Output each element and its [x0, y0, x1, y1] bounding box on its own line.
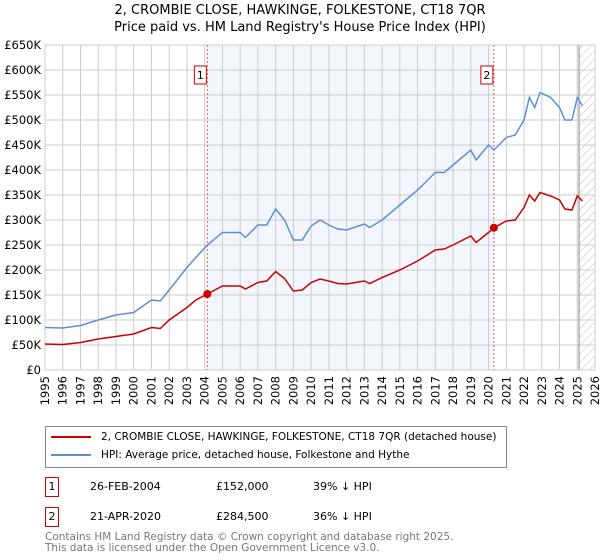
transaction-price: £284,500: [216, 510, 269, 523]
shaded-period: [207, 45, 494, 370]
x-tick-label: 2025: [570, 376, 584, 405]
x-tick-label: 2012: [340, 376, 354, 405]
transaction-row: 1 26-FEB-2004 £152,000 39% ↓ HPI: [45, 477, 445, 497]
chart-title: 2, CROMBIE CLOSE, HAWKINGE, FOLKESTONE, …: [114, 3, 486, 18]
x-tick-label: 2010: [304, 376, 318, 405]
marker-label: 1: [197, 69, 204, 82]
y-tick-label: £600K: [4, 63, 41, 77]
x-tick-label: 2016: [411, 376, 425, 405]
y-tick-label: £50K: [12, 338, 42, 352]
marker-label: 2: [483, 69, 490, 82]
legend-item-hpi: HPI: Average price, detached house, Folk…: [51, 449, 409, 461]
transaction-badge: 2: [45, 507, 59, 527]
x-tick-label: 2005: [215, 376, 229, 405]
legend-label: 2, CROMBIE CLOSE, HAWKINGE, FOLKESTONE, …: [101, 431, 497, 443]
x-tick-label: 2000: [127, 376, 141, 405]
transaction-price: £152,000: [216, 480, 269, 493]
footer-copyright: Contains HM Land Registry data © Crown c…: [45, 531, 454, 543]
x-tick-label: 2015: [393, 376, 407, 405]
x-tick-label: 2007: [251, 376, 265, 405]
x-tick-label: 2009: [286, 376, 300, 405]
y-tick-label: £550K: [4, 88, 41, 102]
price-chart: £0 £50K £100K £150K £200K £250K £300K £350K £400…: [4, 38, 600, 405]
transaction-date: 26-FEB-2004: [90, 480, 161, 493]
x-tick-label: 2020: [482, 376, 496, 405]
x-tick-label: 2003: [180, 376, 194, 405]
legend: 2, CROMBIE CLOSE, HAWKINGE, FOLKESTONE, …: [45, 426, 507, 468]
marker-box: [193, 65, 207, 85]
hpi-line: [44, 91, 584, 329]
x-tick-label: 1995: [38, 376, 52, 405]
x-tick-label: 2011: [322, 376, 336, 405]
price-paid-line: [44, 191, 584, 346]
legend-swatch: [51, 454, 91, 456]
footer-licence: This data is licensed under the Open Gov…: [45, 542, 380, 554]
transaction-date: 21-APR-2020: [90, 510, 162, 523]
y-tick-label: £150K: [4, 288, 41, 302]
x-tick-label: 2018: [446, 376, 460, 405]
legend-item-property: 2, CROMBIE CLOSE, HAWKINGE, FOLKESTONE, …: [51, 431, 496, 443]
y-tick-label: £650K: [4, 38, 41, 52]
x-tick-label: 2004: [198, 376, 212, 405]
y-tick-label: £500K: [4, 113, 41, 127]
x-tick-label: 2023: [535, 376, 549, 405]
sale-point: [489, 223, 498, 232]
x-tick-label: 2017: [428, 376, 442, 405]
plot-frame: [44, 44, 596, 371]
x-tick-label: 2021: [499, 376, 513, 405]
y-tick-label: £250K: [4, 238, 41, 252]
sale-point: [203, 290, 212, 298]
x-tick-label: 1999: [109, 376, 123, 405]
x-tick-label: 1996: [56, 376, 70, 405]
y-tick-label: £200K: [4, 263, 41, 277]
x-tick-label: 2026: [588, 376, 600, 405]
marker-box: [480, 65, 494, 85]
transaction-badge: 1: [45, 477, 59, 497]
x-tick-label: 2014: [375, 376, 389, 405]
y-tick-label: £300K: [4, 213, 41, 227]
y-tick-label: £100K: [4, 313, 41, 327]
y-tick-label: £0: [26, 363, 41, 377]
x-tick-label: 2002: [162, 376, 176, 405]
x-tick-label: 2008: [269, 376, 283, 405]
transaction-hpi: 39% ↓ HPI: [313, 480, 372, 493]
future-hatch: [579, 45, 595, 370]
x-tick-label: 1997: [73, 376, 87, 405]
x-tick-label: 2001: [144, 376, 158, 405]
x-tick-label: 1998: [91, 376, 105, 405]
transaction-hpi: 36% ↓ HPI: [313, 510, 372, 523]
x-tick-label: 2022: [517, 376, 531, 405]
y-tick-label: £400K: [4, 163, 41, 177]
legend-swatch: [51, 436, 91, 438]
x-tick-label: 2013: [357, 376, 371, 405]
transaction-row: 2 21-APR-2020 £284,500 36% ↓ HPI: [45, 507, 445, 527]
chart-subtitle: Price paid vs. HM Land Registry's House …: [114, 20, 486, 35]
x-tick-label: 2024: [553, 376, 567, 405]
legend-label: HPI: Average price, detached house, Folk…: [101, 449, 410, 461]
y-tick-label: £350K: [4, 188, 41, 202]
y-tick-label: £450K: [4, 138, 41, 152]
x-tick-label: 2019: [464, 376, 478, 405]
x-tick-label: 2006: [233, 376, 247, 405]
